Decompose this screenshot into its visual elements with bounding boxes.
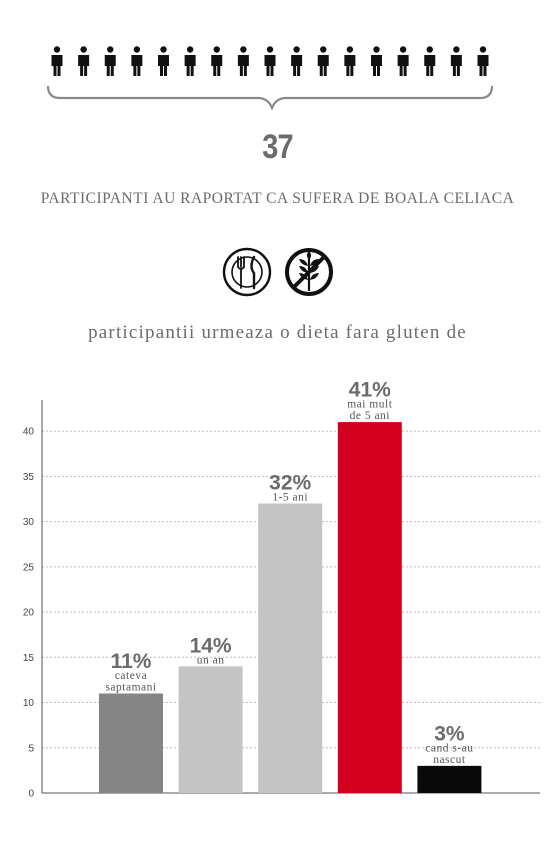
y-tick-label: 5: [28, 743, 34, 754]
bar-category-label: nascut: [433, 754, 466, 766]
plate-fork-knife-icon: [222, 247, 272, 297]
participants-headline: PARTICIPANTI AU RAPORTAT CA SUFERA DE BO…: [40, 190, 515, 207]
bar: [258, 503, 323, 793]
bar-category-label: 1-5 ani: [272, 492, 308, 504]
person-icon: [158, 46, 169, 76]
person-icon: [184, 46, 196, 76]
y-tick-label: 0: [28, 789, 34, 800]
chart-title: participantii urmeaza o dieta fara glute…: [88, 322, 467, 343]
person-icon: [477, 46, 489, 76]
y-tick-label: 10: [23, 698, 35, 709]
person-icon: [78, 46, 90, 76]
bar-category-label: un an: [197, 654, 225, 666]
person-icon: [104, 46, 116, 76]
person-icon: [291, 46, 303, 76]
diet-icons: [222, 247, 333, 297]
bar-percent-label: 11%: [111, 650, 152, 673]
person-icon: [450, 46, 462, 76]
person-icon: [397, 46, 409, 76]
y-tick-label: 30: [23, 517, 35, 528]
y-tick-label: 25: [23, 562, 35, 573]
y-tick-label: 20: [23, 608, 35, 619]
bar-category-label: cand s-au: [425, 742, 473, 754]
person-icon: [211, 46, 223, 76]
no-gluten-wheat-icon: [285, 248, 333, 296]
bar-percent-label: 41%: [349, 379, 391, 402]
bar-category-label: saptamani: [105, 681, 156, 693]
participants-count: 37: [262, 128, 293, 166]
bar-percent-label: 3%: [434, 722, 465, 745]
bar: [417, 765, 482, 793]
y-tick-label: 15: [23, 653, 35, 664]
y-tick-label: 40: [23, 427, 35, 438]
bar-percent-label: 32%: [269, 472, 311, 495]
bar: [178, 666, 243, 793]
person-icon: [371, 46, 382, 76]
participants-icon-row: [46, 46, 494, 110]
y-tick-label: 35: [23, 472, 35, 483]
bar-category-label: de 5 ani: [350, 410, 390, 422]
bar: [99, 693, 163, 793]
brace: [46, 85, 494, 110]
person-icon: [344, 46, 356, 76]
bar-category-label: cateva: [115, 670, 147, 682]
bar: [337, 422, 402, 793]
person-icon: [51, 46, 63, 76]
person-icon: [264, 46, 276, 76]
bar-category-label: mai mult: [347, 399, 393, 411]
person-icon: [317, 46, 329, 76]
bar-percent-label: 14%: [190, 634, 232, 657]
person-icon: [131, 46, 143, 76]
person-icon: [424, 46, 436, 76]
person-icon: [237, 46, 249, 76]
